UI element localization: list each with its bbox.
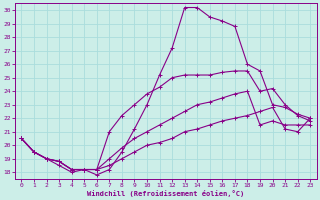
X-axis label: Windchill (Refroidissement éolien,°C): Windchill (Refroidissement éolien,°C) [87, 190, 244, 197]
